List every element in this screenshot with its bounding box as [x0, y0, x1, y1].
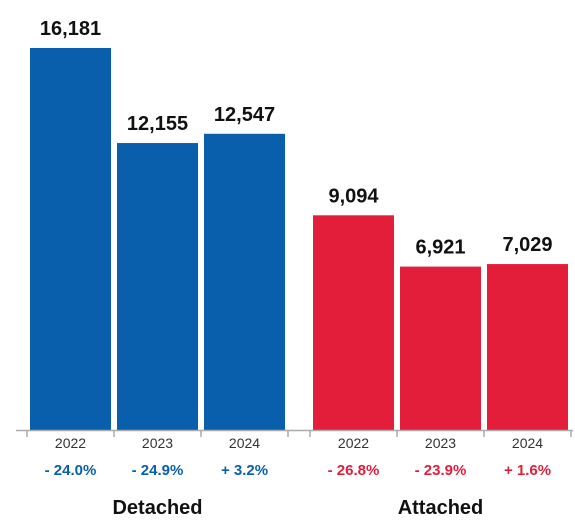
percent-change-label: + 3.2%	[221, 462, 268, 479]
year-tick-label: 2024	[229, 435, 260, 451]
labels-layer: 16,181 2022 - 24.0% 12,155 2023 - 24.9% 12,547…	[40, 18, 553, 519]
value-label: 12,547	[214, 104, 275, 126]
percent-change-label: - 23.9%	[415, 462, 467, 479]
bar-attached-2023	[400, 266, 481, 430]
percent-change-label: - 24.0%	[45, 462, 97, 479]
group-label-attached: Attached	[398, 497, 484, 519]
year-tick-label: 2022	[55, 435, 86, 451]
bar-attached-2022	[313, 215, 394, 430]
value-label: 6,921	[415, 237, 465, 259]
year-tick-label: 2024	[512, 435, 543, 451]
bar-detached-2022	[30, 48, 111, 430]
value-label: 16,181	[40, 18, 101, 40]
year-tick-label: 2023	[425, 435, 456, 451]
percent-change-label: - 24.9%	[132, 462, 184, 479]
year-tick-label: 2023	[142, 435, 173, 451]
value-label: 7,029	[502, 234, 552, 256]
value-label: 12,155	[127, 113, 188, 135]
bar-detached-2024	[204, 133, 285, 430]
x-axis	[16, 429, 573, 437]
percent-change-label: - 26.8%	[328, 462, 380, 479]
bars-layer	[30, 48, 568, 431]
bar-detached-2023	[117, 143, 198, 431]
year-tick-label: 2022	[338, 435, 369, 451]
percent-change-label: + 1.6%	[504, 462, 551, 479]
group-label-detached: Detached	[112, 497, 202, 519]
bar-attached-2024	[487, 264, 568, 430]
value-label: 9,094	[328, 185, 379, 207]
